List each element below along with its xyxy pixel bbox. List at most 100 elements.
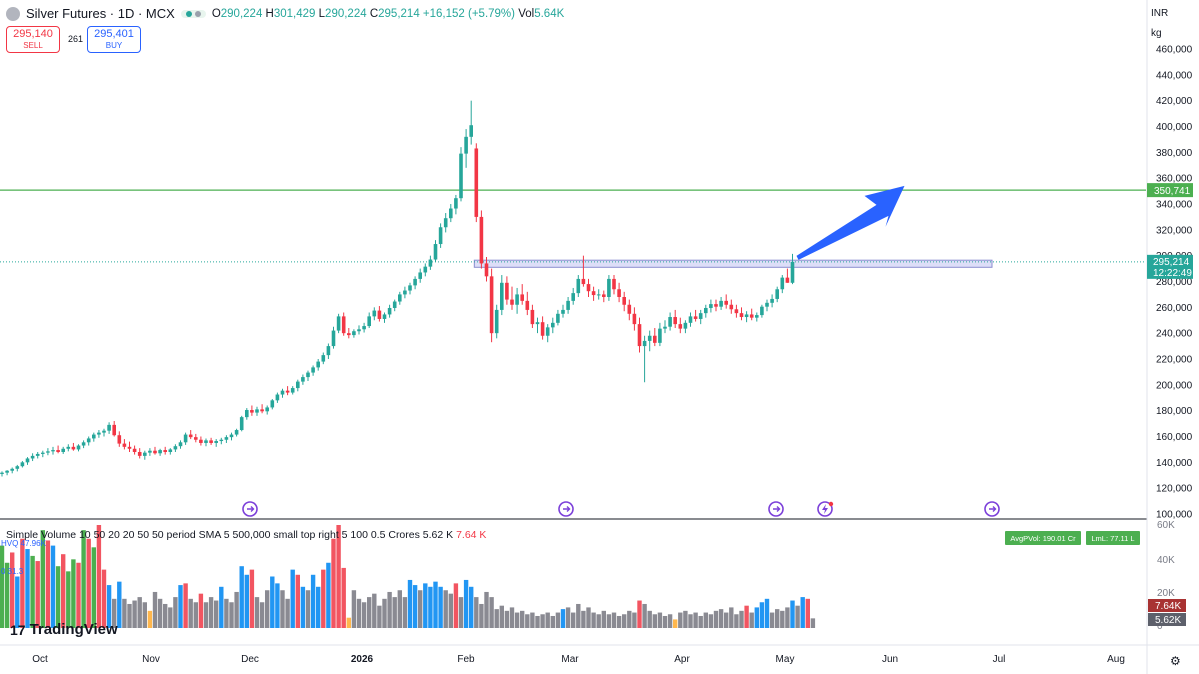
candle (265, 407, 269, 412)
time-tick-label: May (776, 654, 795, 665)
event-marker-icon[interactable] (242, 501, 258, 517)
volume-bar (412, 585, 418, 628)
volume-bar (479, 603, 484, 628)
market-open-icon (185, 10, 192, 17)
volume-tick-label: 20K (1157, 588, 1175, 599)
volume-bar (341, 567, 346, 628)
candle (591, 291, 596, 296)
candle (607, 278, 611, 297)
resistance-zone[interactable] (473, 259, 993, 268)
symbol-title[interactable]: Silver Futures · 1D · MCX (26, 6, 175, 21)
buy-button[interactable]: 295,401 BUY (87, 26, 141, 53)
silver-logo-icon (6, 6, 20, 21)
candle (596, 294, 601, 296)
candle (270, 400, 275, 408)
candle (229, 434, 234, 438)
volume-bar (157, 598, 163, 628)
volume-bar (407, 579, 413, 628)
volume-bar (300, 586, 306, 628)
price-tick-label: 280,000 (1156, 277, 1193, 288)
candle (770, 298, 774, 303)
volume-bar (356, 598, 362, 628)
volume-bar (673, 619, 678, 628)
sell-button[interactable]: 295,140 SELL (6, 26, 60, 53)
volume-bar (239, 566, 244, 628)
volume-bar (188, 598, 193, 628)
candle (719, 300, 723, 307)
candle (20, 462, 25, 467)
candle (56, 450, 60, 452)
candle (331, 330, 336, 347)
unit-selector[interactable]: kg (1151, 28, 1162, 39)
candle (668, 317, 672, 327)
candle (296, 381, 300, 389)
volume-bar (173, 597, 178, 628)
volume-badge-gray (1148, 613, 1186, 626)
candle (336, 316, 341, 331)
event-marker-icon[interactable] (768, 501, 784, 517)
event-marker-icon[interactable] (558, 501, 574, 517)
volume-bar (708, 614, 714, 628)
candle (97, 432, 101, 435)
price-tick-label: 320,000 (1156, 225, 1193, 236)
volume-bar (458, 597, 464, 628)
volume-bar (137, 597, 142, 628)
candle (454, 198, 458, 209)
volume-badge-red (1148, 599, 1186, 612)
candle (275, 394, 280, 401)
status-pill[interactable] (180, 9, 206, 18)
price-axis: 100,000 120,000 140,000 160,000 180,000 200,0… (1147, 45, 1193, 632)
volume-bar (259, 602, 265, 628)
candle (489, 276, 494, 334)
volume-bar (367, 597, 372, 628)
trend-arrow[interactable] (796, 185, 905, 260)
volume-bar (596, 614, 601, 628)
volume-bar (494, 609, 499, 628)
volume-bar (632, 612, 637, 628)
candle (464, 136, 468, 154)
currency-selector[interactable]: INR (1151, 8, 1169, 19)
volume-indicator-title[interactable]: Simple Volume 10 50 20 20 50 50 period S… (6, 529, 487, 541)
candle (387, 307, 392, 315)
candle (301, 377, 305, 382)
earnings-marker-icon[interactable] (817, 501, 834, 517)
gear-icon[interactable]: ⚙ (1170, 654, 1181, 668)
candle (698, 313, 703, 319)
candle (530, 309, 535, 325)
volume-bar (270, 576, 275, 628)
volume-bar (453, 583, 459, 628)
volume-bar (555, 612, 561, 628)
volume-bar (448, 593, 453, 628)
volume-bar (193, 602, 198, 628)
candle (744, 314, 749, 318)
volume-bar (310, 574, 316, 628)
event-marker-icon[interactable] (984, 501, 1000, 517)
volume-bar (45, 540, 51, 628)
candle (535, 322, 540, 325)
alert-dot (828, 501, 834, 507)
volume-bar (489, 597, 494, 628)
volume-bar (50, 545, 56, 628)
candle (683, 322, 688, 329)
candle (341, 316, 346, 334)
candle (688, 316, 693, 323)
volume-bar (81, 530, 86, 628)
volume-badge-gray-label: 5.62K (1155, 615, 1181, 626)
candle (163, 450, 167, 452)
candle (178, 442, 183, 447)
volume-bar (790, 600, 795, 628)
candle (122, 443, 127, 447)
volume-bar (316, 586, 321, 628)
volume-bar (214, 600, 219, 628)
candle (15, 466, 20, 469)
volume-bar (321, 569, 326, 628)
tradingview-logo[interactable]: 17 TradingView (10, 621, 118, 638)
candle (709, 304, 713, 308)
candle (316, 361, 320, 368)
volume-bar (683, 610, 688, 628)
volume-bar (525, 614, 530, 628)
volume-bar (387, 591, 392, 628)
candle (428, 259, 433, 267)
